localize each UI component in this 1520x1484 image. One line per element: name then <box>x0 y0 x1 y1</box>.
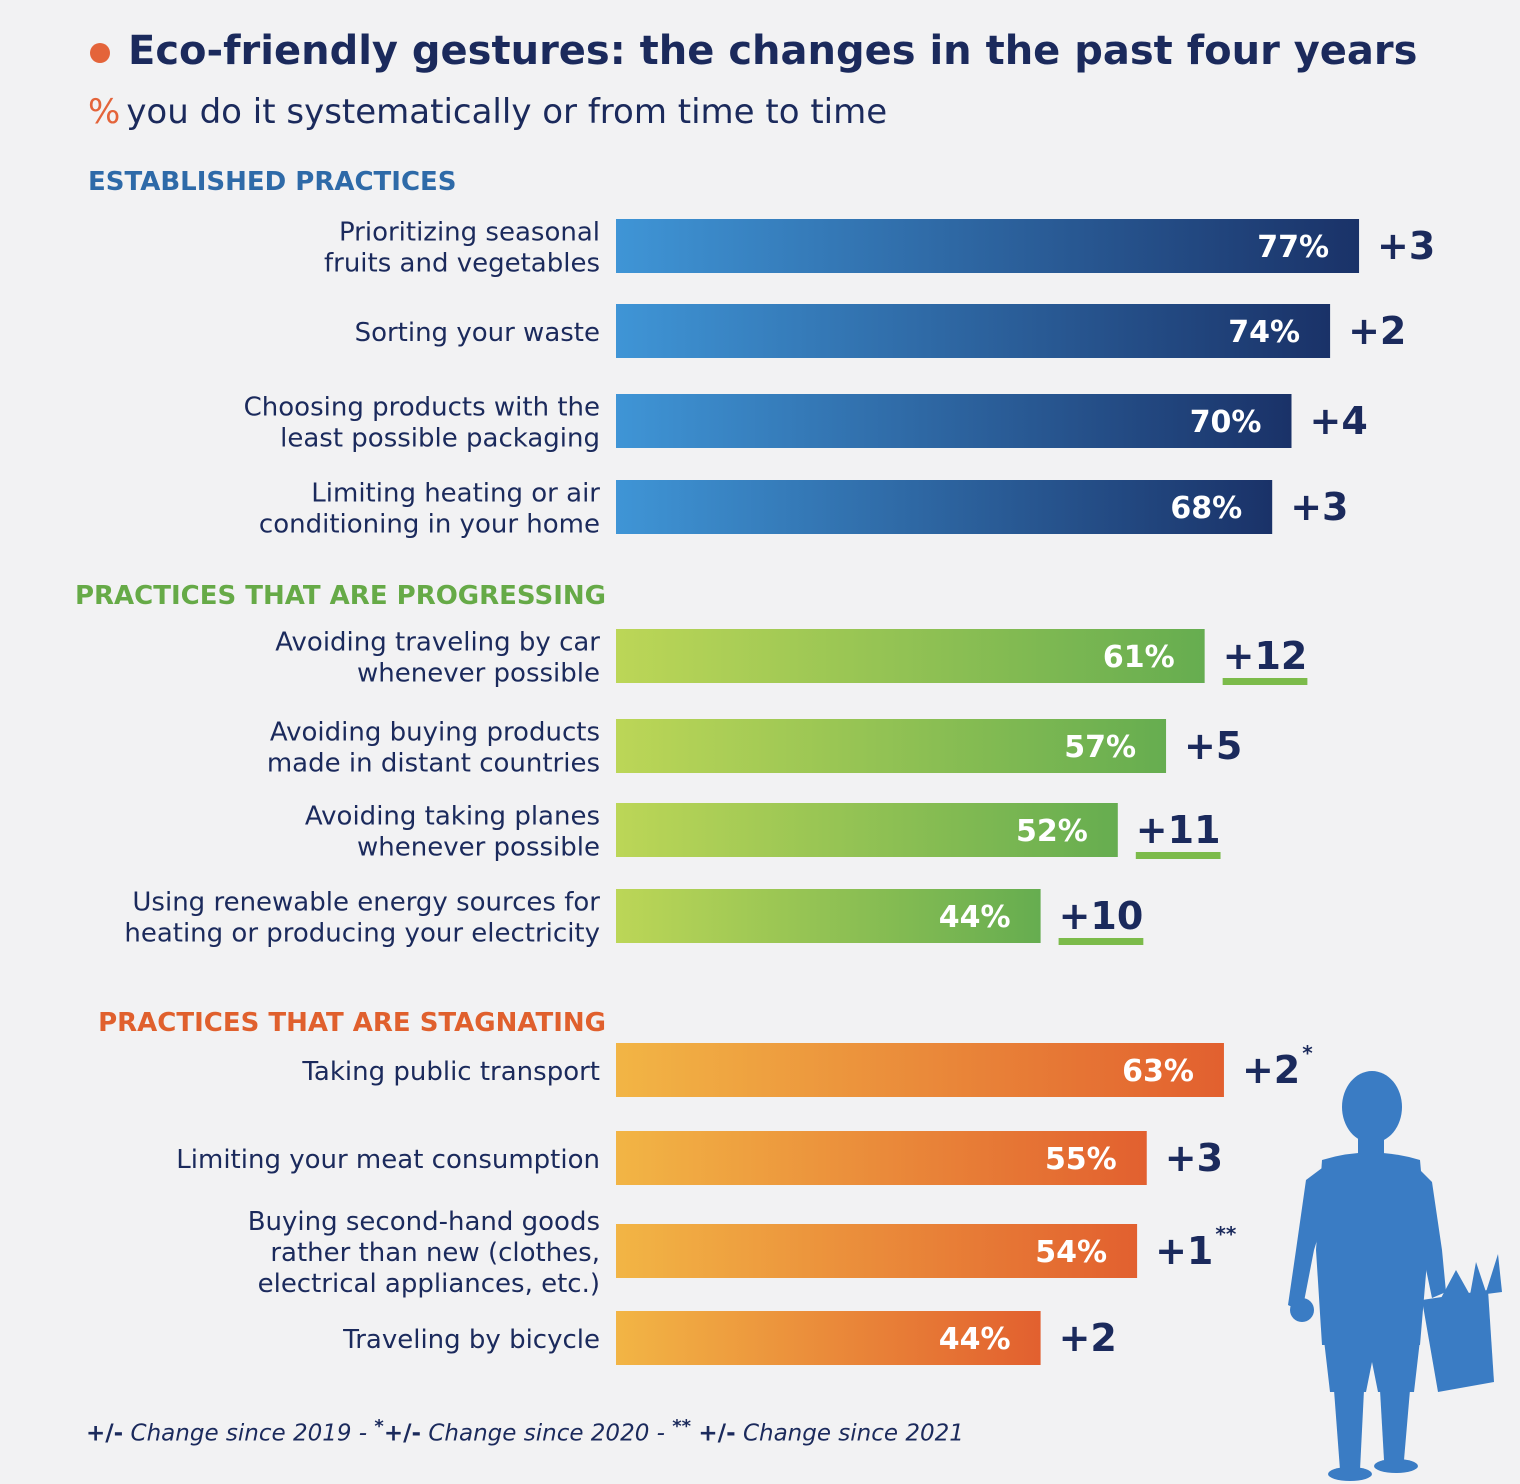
value-label: 63% <box>1122 1054 1194 1089</box>
change-label: +10 <box>1059 894 1144 938</box>
change-label: +11 <box>1136 808 1221 852</box>
person-silhouette-icon <box>1288 1071 1502 1481</box>
group-heading: PRACTICES THAT ARE STAGNATING <box>98 1008 606 1038</box>
category-label: Avoiding buying products made in distant … <box>267 718 600 779</box>
category-label: Avoiding taking planes whenever possible <box>305 802 600 863</box>
footnote-star-single: * <box>374 1416 384 1437</box>
change-label: +2 <box>1348 309 1406 353</box>
change-label: +2 <box>1059 1316 1117 1360</box>
bar <box>616 629 1205 683</box>
footnote-star-double: ** <box>672 1416 692 1437</box>
bar <box>616 219 1360 273</box>
change-label: +2 <box>1242 1048 1300 1092</box>
footnote-2021: Change since 2021 <box>742 1420 964 1447</box>
footnote-symbol-2019: +/- <box>86 1420 124 1447</box>
highlight-underline <box>1222 678 1308 685</box>
chart-title: Eco-friendly gestures: the changes in th… <box>128 28 1418 74</box>
change-label: +5 <box>1184 724 1242 768</box>
bar <box>616 803 1118 857</box>
value-label: 52% <box>1016 814 1088 849</box>
category-label: Sorting your waste <box>355 318 600 348</box>
value-label: 70% <box>1190 405 1262 440</box>
group-2: PRACTICES THAT ARE STAGNATING Taking publ… <box>98 1008 1313 1365</box>
highlight-underline <box>1058 938 1144 945</box>
value-label: 55% <box>1045 1142 1117 1177</box>
change-label: +3 <box>1165 1136 1223 1180</box>
value-label: 74% <box>1228 315 1300 350</box>
footnote-2020: Change since 2020 - <box>428 1420 665 1447</box>
bar <box>616 1043 1224 1097</box>
bar <box>616 304 1331 358</box>
chart-subtitle: % you do it systematically or from time t… <box>88 92 887 132</box>
group-0: ESTABLISHED PRACTICES Prioritizing season… <box>88 167 1435 540</box>
value-label: 68% <box>1170 491 1242 526</box>
group-heading: ESTABLISHED PRACTICES <box>88 167 457 197</box>
value-label: 44% <box>939 900 1011 935</box>
value-label: 54% <box>1035 1235 1107 1270</box>
legend-footnote: +/- Change since 2019 - *+/- Change sinc… <box>86 1416 964 1447</box>
footnote-2019: Change since 2019 - <box>130 1420 368 1447</box>
value-label: 44% <box>939 1322 1011 1357</box>
category-label: Buying second-hand goods rather than new … <box>248 1207 600 1299</box>
subtitle-percent-symbol: % <box>88 92 121 132</box>
change-label: +12 <box>1223 634 1308 678</box>
bullet-dot <box>90 43 110 63</box>
bar <box>616 1224 1138 1278</box>
category-label: Using renewable energy sources for heatin… <box>124 888 600 949</box>
bar <box>616 1311 1041 1365</box>
footnote-symbol-2021: +/- <box>698 1420 736 1447</box>
category-label: Prioritizing seasonal fruits and vegetabl… <box>324 218 600 279</box>
category-label: Taking public transport <box>301 1057 600 1087</box>
highlight-underline <box>1135 852 1221 859</box>
bar <box>616 1131 1147 1185</box>
group-heading: PRACTICES THAT ARE PROGRESSING <box>75 581 606 611</box>
change-label: +1 <box>1155 1229 1213 1273</box>
bar <box>616 394 1292 448</box>
bar <box>616 889 1041 943</box>
bar <box>616 480 1273 534</box>
category-label: Avoiding traveling by car whenever possib… <box>275 628 600 689</box>
change-label: +4 <box>1310 399 1368 443</box>
value-label: 77% <box>1257 230 1329 265</box>
value-label: 61% <box>1103 640 1175 675</box>
group-1: PRACTICES THAT ARE PROGRESSING Avoiding t… <box>75 581 1308 949</box>
footnote-marker: ** <box>1215 1222 1236 1246</box>
bar <box>616 719 1167 773</box>
category-label: Traveling by bicycle <box>342 1325 600 1355</box>
category-label: Choosing products with the least possible… <box>244 393 600 454</box>
category-label: Limiting heating or air conditioning in y… <box>259 479 600 540</box>
category-label: Limiting your meat consumption <box>176 1145 600 1175</box>
change-label: +3 <box>1377 224 1435 268</box>
value-label: 57% <box>1064 730 1136 765</box>
change-label: +3 <box>1290 485 1348 529</box>
footnote-marker: * <box>1302 1041 1313 1065</box>
title-row: Eco-friendly gestures: the changes in th… <box>90 28 1417 74</box>
footnote-symbol-2020: +/- <box>383 1420 422 1447</box>
subtitle-text: you do it systematically or from time to… <box>126 92 888 132</box>
